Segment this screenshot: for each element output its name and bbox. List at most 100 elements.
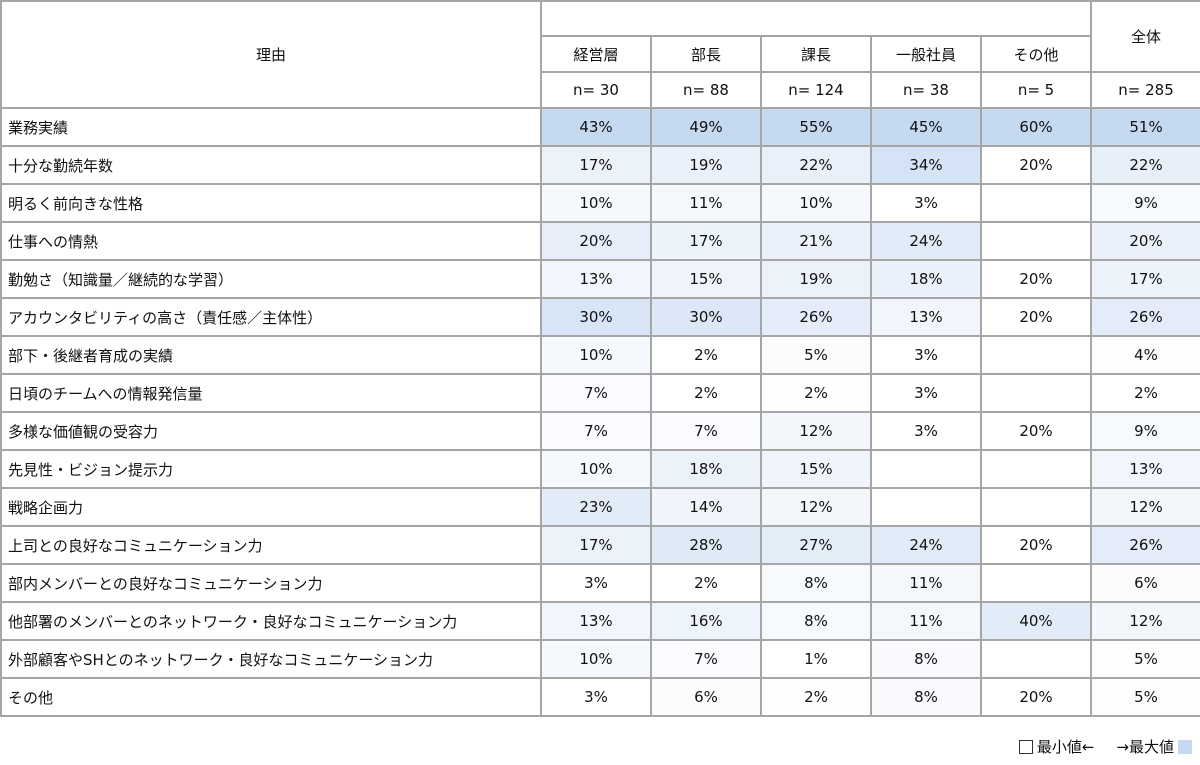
group-header: 経営層 — [540, 35, 652, 73]
table-row: 外部顧客やSHとのネットワーク・良好なコミュニケーション力 10% 7% 1% 8% 5% — [0, 639, 1200, 679]
value-cell: 24% — [870, 525, 982, 565]
value-cell: 43% — [540, 107, 652, 147]
value-cell: 2% — [760, 373, 872, 413]
value-cell: 18% — [650, 449, 762, 489]
value-cell: 3% — [540, 677, 652, 717]
value-cell: 2% — [650, 335, 762, 375]
group-header: その他 — [979, 35, 1093, 73]
value-cell: 24% — [870, 221, 982, 261]
total-header: 全体 — [1090, 0, 1200, 73]
value-cell: 15% — [760, 449, 872, 489]
value-cell: 26% — [1090, 525, 1200, 565]
value-cell: 10% — [540, 639, 652, 679]
value-cell — [979, 487, 1093, 527]
value-cell: 20% — [979, 411, 1093, 451]
value-cell: 10% — [540, 183, 652, 223]
table-row: その他 3% 6% 2% 8% 20% 5% — [0, 677, 1200, 717]
group-header: 課長 — [760, 35, 872, 73]
sample-size: n= 88 — [650, 71, 762, 109]
reason-label: 他部署のメンバーとのネットワーク・良好なコミュニケーション力 — [0, 601, 542, 641]
value-cell: 3% — [870, 183, 982, 223]
group-header: 部長 — [650, 35, 762, 73]
value-cell: 14% — [650, 487, 762, 527]
value-cell: 20% — [1090, 221, 1200, 261]
value-cell: 40% — [979, 601, 1093, 641]
sample-size: n= 38 — [870, 71, 982, 109]
value-cell: 3% — [870, 411, 982, 451]
table-row: 仕事への情熱 20% 17% 21% 24% 20% — [0, 221, 1200, 261]
group-header-blank — [539, 0, 1093, 37]
value-cell: 17% — [650, 221, 762, 261]
value-cell: 12% — [1090, 601, 1200, 641]
color-legend: 最小値← →最大値 — [1018, 736, 1192, 757]
value-cell: 16% — [650, 601, 762, 641]
table-row: 戦略企画力 23% 14% 12% 12% — [0, 487, 1200, 527]
value-cell: 7% — [650, 411, 762, 451]
table-row: アカウンタビリティの高さ（責任感／主体性） 30% 30% 26% 13% 20% 26% — [0, 297, 1200, 337]
value-cell: 20% — [979, 525, 1093, 565]
value-cell: 20% — [979, 297, 1093, 337]
reason-label: 十分な勤続年数 — [0, 145, 542, 185]
value-cell — [870, 487, 982, 527]
value-cell: 12% — [1090, 487, 1200, 527]
value-cell: 9% — [1090, 183, 1200, 223]
reason-label: 先見性・ビジョン提示力 — [0, 449, 542, 489]
value-cell — [979, 373, 1093, 413]
reason-header: 理由 — [0, 0, 542, 109]
value-cell: 2% — [650, 373, 762, 413]
reason-label: 仕事への情熱 — [0, 221, 542, 261]
value-cell — [979, 563, 1093, 603]
value-cell: 5% — [1090, 639, 1200, 679]
value-cell: 12% — [760, 487, 872, 527]
min-swatch — [1018, 739, 1033, 754]
table-row: 他部署のメンバーとのネットワーク・良好なコミュニケーション力 13% 16% 8% 11… — [0, 601, 1200, 641]
value-cell: 20% — [979, 259, 1093, 299]
reason-label: 戦略企画力 — [0, 487, 542, 527]
value-cell: 11% — [650, 183, 762, 223]
value-cell: 10% — [540, 335, 652, 375]
table-row: 業務実績 43% 49% 55% 45% 60% 51% — [0, 107, 1200, 147]
reason-label: 多様な価値観の受容力 — [0, 411, 542, 451]
value-cell: 26% — [1090, 297, 1200, 337]
value-cell: 3% — [540, 563, 652, 603]
value-cell: 3% — [870, 335, 982, 375]
value-cell: 22% — [1090, 145, 1200, 185]
value-cell: 2% — [650, 563, 762, 603]
value-cell: 9% — [1090, 411, 1200, 451]
value-cell: 2% — [1090, 373, 1200, 413]
value-cell: 28% — [650, 525, 762, 565]
sample-size: n= 30 — [540, 71, 652, 109]
value-cell: 1% — [760, 639, 872, 679]
value-cell: 45% — [870, 107, 982, 147]
group-header: 一般社員 — [870, 35, 982, 73]
sample-size-total: n= 285 — [1090, 71, 1200, 109]
value-cell: 3% — [870, 373, 982, 413]
value-cell: 6% — [650, 677, 762, 717]
value-cell: 21% — [760, 221, 872, 261]
table-row: 十分な勤続年数 17% 19% 22% 34% 20% 22% — [0, 145, 1200, 185]
reason-label: 部内メンバーとの良好なコミュニケーション力 — [0, 563, 542, 603]
reason-label: 勤勉さ（知識量／継続的な学習） — [0, 259, 542, 299]
reason-label: 明るく前向きな性格 — [0, 183, 542, 223]
value-cell: 2% — [760, 677, 872, 717]
value-cell — [979, 183, 1093, 223]
value-cell: 20% — [979, 145, 1093, 185]
value-cell: 13% — [870, 297, 982, 337]
value-cell: 8% — [870, 677, 982, 717]
table-row: 多様な価値観の受容力 7% 7% 12% 3% 20% 9% — [0, 411, 1200, 451]
value-cell — [979, 221, 1093, 261]
value-cell: 5% — [760, 335, 872, 375]
value-cell: 7% — [540, 373, 652, 413]
reason-label: 外部顧客やSHとのネットワーク・良好なコミュニケーション力 — [0, 639, 542, 679]
value-cell: 22% — [760, 145, 872, 185]
table-row: 部下・後継者育成の実績 10% 2% 5% 3% 4% — [0, 335, 1200, 375]
reason-label: その他 — [0, 677, 542, 717]
sample-size: n= 124 — [760, 71, 872, 109]
value-cell: 20% — [540, 221, 652, 261]
value-cell: 17% — [540, 145, 652, 185]
value-cell: 12% — [760, 411, 872, 451]
value-cell — [979, 335, 1093, 375]
table-row: 明るく前向きな性格 10% 11% 10% 3% 9% — [0, 183, 1200, 223]
value-cell: 13% — [540, 259, 652, 299]
